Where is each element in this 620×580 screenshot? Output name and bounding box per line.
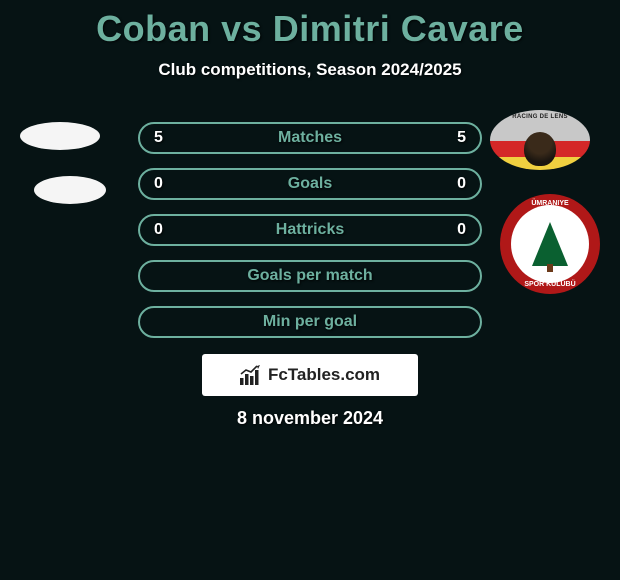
badge-inner bbox=[511, 205, 589, 283]
stat-row: Min per goal bbox=[138, 306, 482, 338]
stat-label: Min per goal bbox=[263, 313, 357, 331]
tree-icon bbox=[532, 222, 568, 266]
stat-left-value: 5 bbox=[154, 129, 194, 147]
stat-row: 5 Matches 5 bbox=[138, 122, 482, 154]
stat-left-value: 0 bbox=[154, 175, 194, 193]
stat-label: Matches bbox=[278, 129, 342, 147]
chart-icon bbox=[240, 365, 262, 385]
stat-row: Goals per match bbox=[138, 260, 482, 292]
stat-label: Hattricks bbox=[276, 221, 344, 239]
watermark-text: FcTables.com bbox=[268, 365, 380, 385]
stat-right-value: 0 bbox=[426, 221, 466, 239]
page-title: Coban vs Dimitri Cavare bbox=[0, 0, 620, 50]
stat-left-value: 0 bbox=[154, 221, 194, 239]
date-label: 8 november 2024 bbox=[0, 408, 620, 429]
stat-right-value: 5 bbox=[426, 129, 466, 147]
player-left-avatar bbox=[20, 122, 100, 150]
watermark: FcTables.com bbox=[202, 354, 418, 396]
player-right-avatar bbox=[490, 110, 590, 170]
stat-right-value: 0 bbox=[426, 175, 466, 193]
stat-row: 0 Goals 0 bbox=[138, 168, 482, 200]
player-left-club-badge bbox=[34, 176, 106, 204]
player-right-club-badge: ÜMRANIYE SPOR KULÜBÜ bbox=[500, 194, 600, 294]
badge-text-bottom: SPOR KULÜBÜ bbox=[500, 281, 600, 288]
page-subtitle: Club competitions, Season 2024/2025 bbox=[0, 60, 620, 80]
stats-table: 5 Matches 5 0 Goals 0 0 Hattricks 0 Goal… bbox=[138, 122, 482, 352]
stat-label: Goals per match bbox=[247, 267, 372, 285]
stat-label: Goals bbox=[288, 175, 332, 193]
stat-row: 0 Hattricks 0 bbox=[138, 214, 482, 246]
